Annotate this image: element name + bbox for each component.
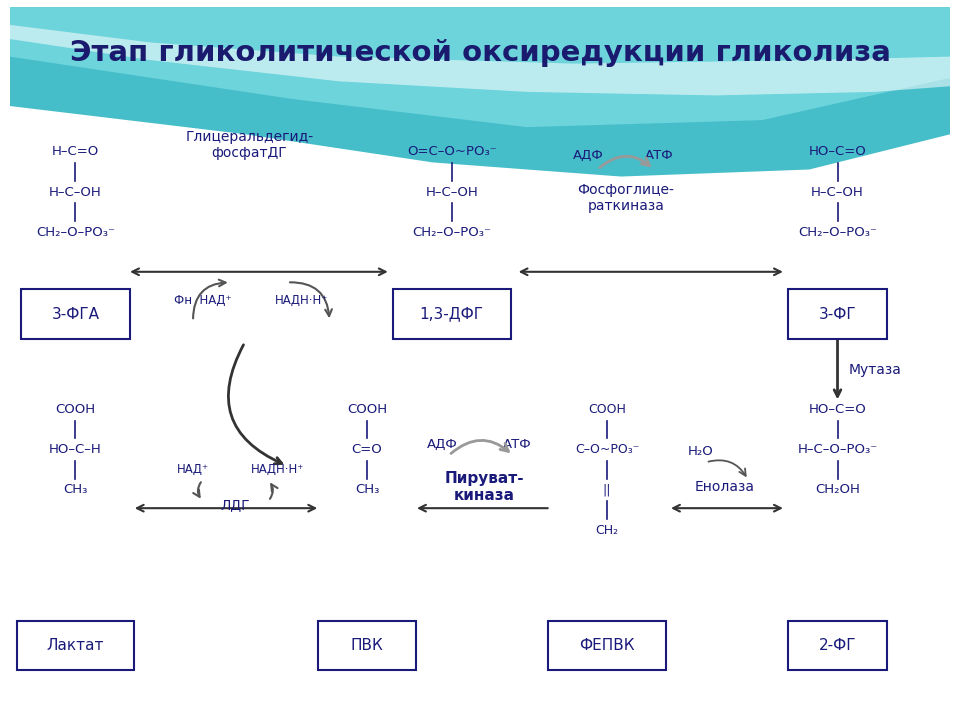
Text: Фосфоглице-
раткиназа: Фосфоглице- раткиназа <box>577 183 674 213</box>
FancyBboxPatch shape <box>788 621 887 670</box>
Text: CH₂: CH₂ <box>595 523 618 536</box>
Text: CH₂OH: CH₂OH <box>815 483 860 496</box>
Text: Пируват-
киназа: Пируват- киназа <box>444 471 524 503</box>
Text: Фн  НАД⁺: Фн НАД⁺ <box>174 294 231 307</box>
Text: H–C–O–PO₃⁻: H–C–O–PO₃⁻ <box>798 443 877 456</box>
Text: CH₂–O–PO₃⁻: CH₂–O–PO₃⁻ <box>798 226 877 239</box>
Text: CH₂–O–PO₃⁻: CH₂–O–PO₃⁻ <box>36 226 115 239</box>
Polygon shape <box>10 7 950 176</box>
Text: H–C–OH: H–C–OH <box>811 186 864 199</box>
Text: 1,3-ДФГ: 1,3-ДФГ <box>420 307 484 322</box>
Text: АТФ: АТФ <box>644 149 673 162</box>
Text: Глицеральдегид-
фосфатДГ: Глицеральдегид- фосфатДГ <box>185 130 314 160</box>
FancyBboxPatch shape <box>318 621 417 670</box>
FancyBboxPatch shape <box>21 289 130 339</box>
FancyBboxPatch shape <box>16 621 134 670</box>
Text: C–O~PO₃⁻: C–O~PO₃⁻ <box>575 443 639 456</box>
Text: Н₂О: Н₂О <box>688 445 714 458</box>
Text: 3-ФГА: 3-ФГА <box>52 307 100 322</box>
Text: COOH: COOH <box>348 403 387 416</box>
Text: HO–C=O: HO–C=O <box>808 403 866 416</box>
Text: ЛДГ: ЛДГ <box>221 498 251 512</box>
Text: HO–C–H: HO–C–H <box>49 443 102 456</box>
Text: Енолаза: Енолаза <box>695 480 755 494</box>
Text: АДФ: АДФ <box>573 149 604 162</box>
Text: ПВК: ПВК <box>350 638 383 653</box>
Polygon shape <box>10 7 950 127</box>
Text: Мутаза: Мутаза <box>849 363 901 377</box>
FancyBboxPatch shape <box>548 621 666 670</box>
Text: Этап гликолитической оксиредукции гликолиза: Этап гликолитической оксиредукции гликол… <box>69 39 891 67</box>
Text: O=C–O~PO₃⁻: O=C–O~PO₃⁻ <box>407 145 496 158</box>
Text: НАДН·Н⁺: НАДН·Н⁺ <box>252 463 304 476</box>
Text: Лактат: Лактат <box>47 638 105 653</box>
FancyArrowPatch shape <box>600 156 650 168</box>
Text: 2-ФГ: 2-ФГ <box>819 638 856 653</box>
Text: CH₃: CH₃ <box>63 483 87 496</box>
Text: H–C=O: H–C=O <box>52 145 99 158</box>
Text: CH₃: CH₃ <box>355 483 379 496</box>
Polygon shape <box>10 24 950 96</box>
Text: H–C–OH: H–C–OH <box>425 186 478 199</box>
Text: 3-ФГ: 3-ФГ <box>819 307 856 322</box>
Text: CH₂–O–PO₃⁻: CH₂–O–PO₃⁻ <box>412 226 492 239</box>
Text: COOH: COOH <box>588 403 626 416</box>
FancyArrowPatch shape <box>451 441 509 454</box>
Text: ФЕПВК: ФЕПВК <box>579 638 635 653</box>
Text: НАД⁺: НАД⁺ <box>177 463 209 476</box>
Text: HO–C=O: HO–C=O <box>808 145 866 158</box>
Text: АДФ: АДФ <box>427 438 458 451</box>
Text: АТФ: АТФ <box>503 438 532 451</box>
Text: НАДН·Н⁺: НАДН·Н⁺ <box>275 294 328 307</box>
FancyBboxPatch shape <box>393 289 511 339</box>
Text: H–C–OH: H–C–OH <box>49 186 102 199</box>
Text: COOH: COOH <box>56 403 95 416</box>
Text: ||: || <box>603 483 612 496</box>
FancyBboxPatch shape <box>788 289 887 339</box>
Text: C=O: C=O <box>351 443 382 456</box>
